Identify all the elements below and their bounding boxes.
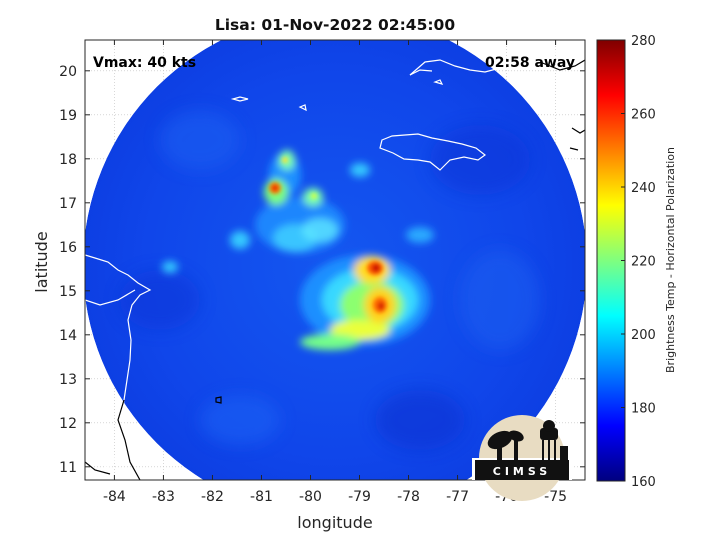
y-tick-label: 19 (59, 108, 77, 124)
jamaica-coastline (379, 133, 487, 171)
central-america-coastline (85, 254, 152, 471)
x-tick-label: -79 (348, 489, 371, 505)
y-tick-label: 12 (59, 416, 77, 432)
y-tick-label: 20 (59, 64, 77, 80)
deep-convection-cores (269, 157, 387, 313)
island-coastline (230, 96, 249, 102)
cuba-coastline (409, 44, 585, 76)
colorbar-label: Brightness Temp - Horizontal Polarizatio… (664, 147, 677, 373)
coastlines (85, 44, 585, 480)
logo-text: CIMSS (493, 465, 551, 478)
y-tick-label: 18 (59, 152, 77, 168)
x-tick-label: -81 (250, 489, 273, 505)
colorbar-tick-label: 200 (631, 328, 656, 343)
colorbar-tick-label: 240 (631, 181, 656, 196)
x-tick-label: -78 (397, 489, 420, 505)
colorbar-bar (596, 39, 626, 482)
colorbar-tick-label: 260 (631, 108, 656, 123)
y-tick-label: 11 (59, 460, 77, 476)
time-away-annotation: 02:58 away (485, 55, 575, 71)
y-tick-label: 13 (59, 372, 77, 388)
x-axis-label: longitude (297, 513, 372, 532)
x-tick-label: -83 (152, 489, 175, 505)
y-tick-label: 17 (59, 196, 77, 212)
x-tick-label: -77 (446, 489, 469, 505)
colorbar-tick-label: 160 (631, 475, 656, 490)
x-tick-label: -82 (201, 489, 224, 505)
y-axis-label: latitude (32, 231, 51, 292)
x-tick-label: -75 (544, 489, 567, 505)
colorbar-tick-label: 180 (631, 402, 656, 417)
x-axis-ticks: -84-83-82-81-80-79-78-77-76-75 (103, 40, 567, 505)
x-tick-label: -80 (299, 489, 322, 505)
cimss-logo: CIMSS (472, 415, 572, 501)
axes-frame (84, 39, 586, 481)
figure-title: Lisa: 01-Nov-2022 02:45:00 (215, 16, 455, 34)
brightness-temperature-swath (85, 40, 585, 480)
y-axis-ticks: 11 12 13 14 15 16 17 18 19 20 (59, 64, 585, 476)
colorbar-ticks: 160 180 200 220 240 260 280 (621, 34, 656, 490)
y-tick-label: 15 (59, 284, 77, 300)
colorbar-tick-label: 280 (631, 34, 656, 49)
colorbar-tick-label: 220 (631, 255, 656, 270)
x-tick-label: -84 (103, 489, 126, 505)
colorbar: 160 180 200 220 240 260 280 Brightness Temp - … (596, 34, 677, 490)
plot-area (85, 40, 585, 480)
y-tick-label: 14 (59, 328, 77, 344)
convection-cells (162, 150, 434, 350)
vmax-annotation: Vmax: 40 kts (93, 55, 196, 71)
y-tick-label: 16 (59, 240, 77, 256)
